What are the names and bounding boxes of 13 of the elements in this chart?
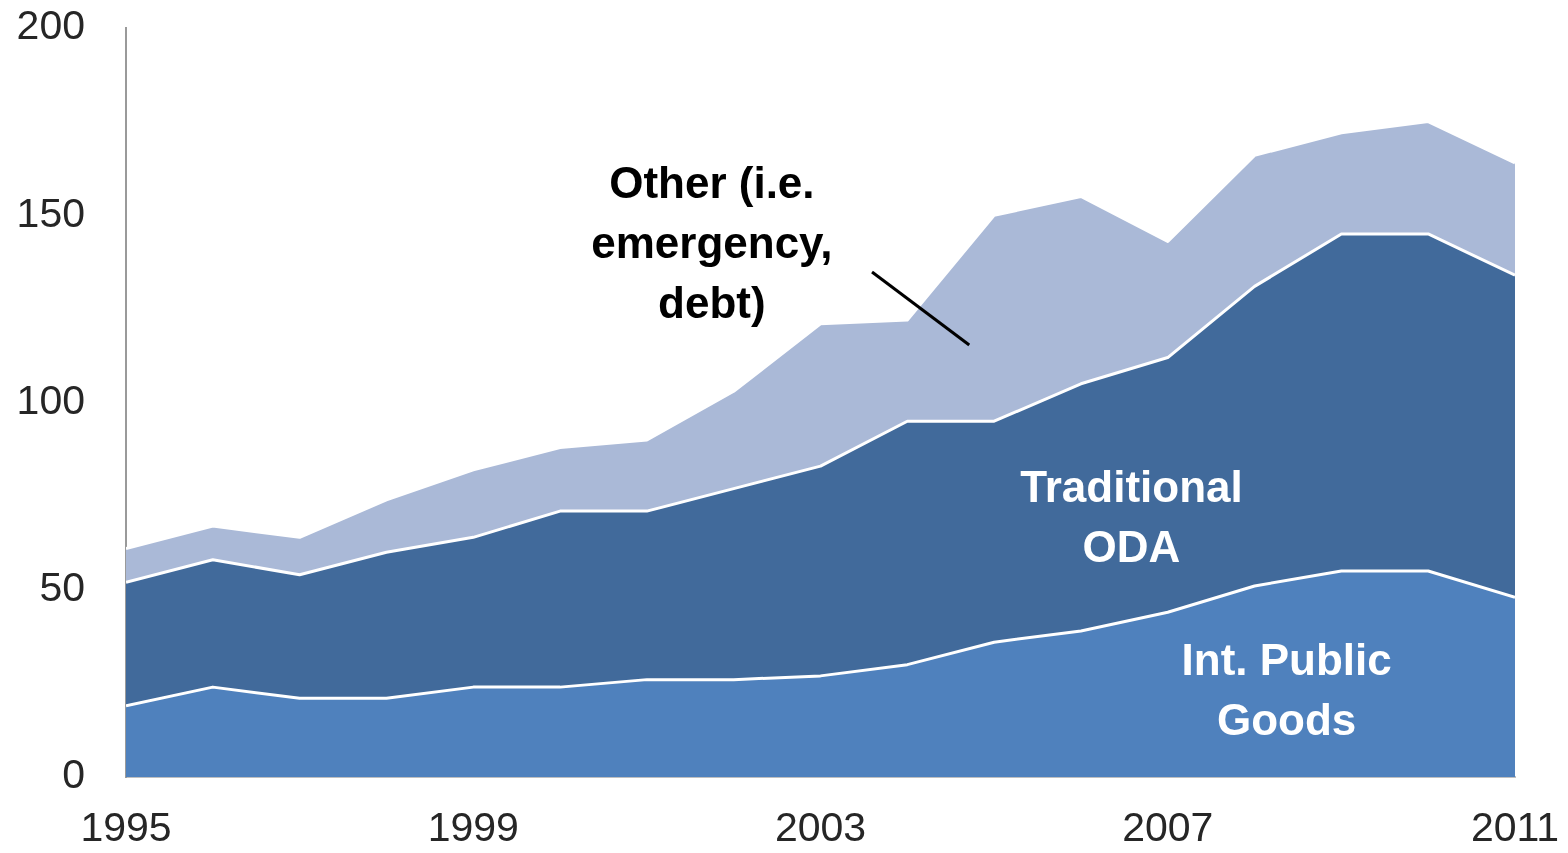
y-tick-label: 200 [16, 2, 85, 49]
x-tick-label: 1995 [80, 803, 172, 850]
y-tick-label: 150 [16, 189, 85, 236]
series-label: Other (i.e. emergency, debt) [591, 158, 833, 328]
x-tick-label: 2003 [774, 803, 867, 850]
series-label: Int. Public Goods [1181, 635, 1392, 745]
y-tick-label: 50 [39, 564, 85, 611]
x-tick-label: 1999 [427, 803, 519, 850]
x-tick-label: 2007 [1122, 803, 1214, 850]
y-tick-label: 0 [62, 751, 85, 798]
y-tick-label: 100 [16, 376, 85, 423]
x-tick-label: 2011 [1470, 803, 1560, 850]
series-label: Traditional ODA [1020, 462, 1243, 572]
